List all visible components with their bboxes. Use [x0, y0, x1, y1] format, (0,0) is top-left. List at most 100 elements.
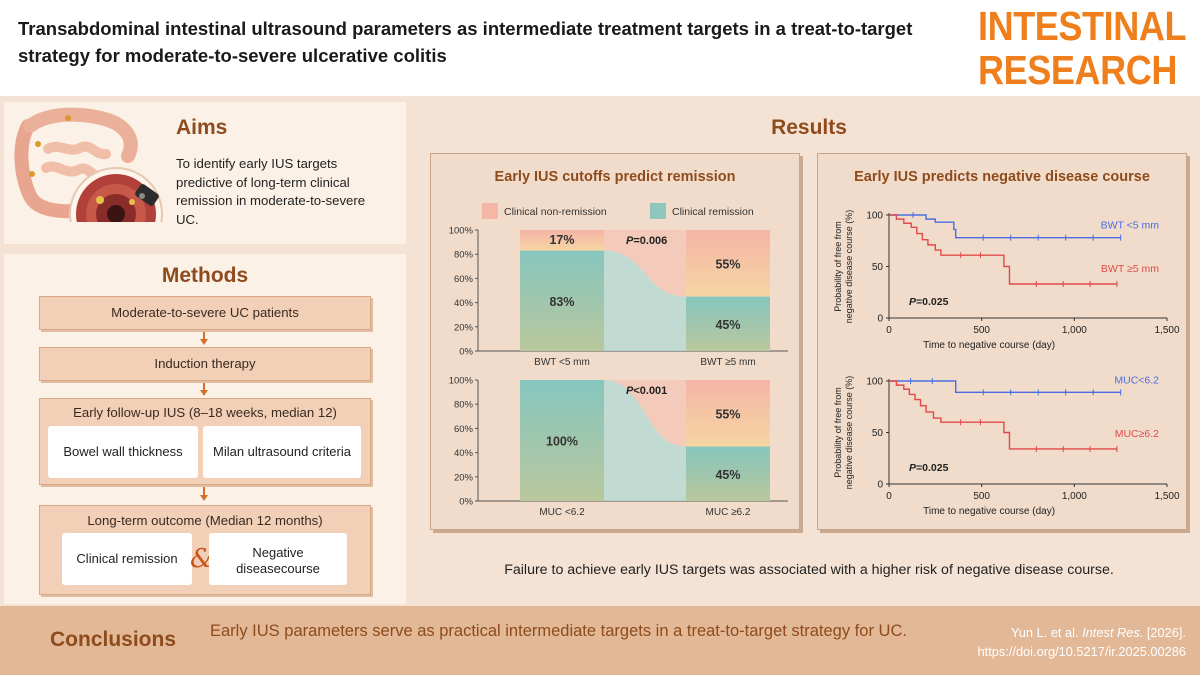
citation-doi[interactable]: https://doi.org/10.5217/ir.2025.00286: [977, 644, 1186, 659]
p-symbol: P: [626, 235, 634, 247]
bar-label-remission: 83%: [549, 295, 574, 309]
bar-non-remission: [520, 230, 604, 251]
bar-connector-non-remission: [604, 380, 686, 447]
conclusions-heading: Conclusions: [50, 628, 177, 651]
bar-y-tick-label: 20%: [454, 322, 474, 333]
bar-connector-remission: [604, 250, 686, 351]
bar-y-tick-label: 80%: [454, 400, 474, 411]
method-step-patients: Moderate-to-severe UC patients: [39, 296, 371, 330]
bar-y-tick-label: 40%: [454, 298, 474, 309]
results-heading: Results: [771, 116, 847, 139]
arrow-2-head: [200, 390, 208, 396]
citation-line-1: Yun L. et al. Intest Res. [2026].: [978, 623, 1186, 642]
bar-label-remission: 100%: [546, 435, 578, 449]
bar-non-remission: [686, 380, 770, 447]
arrow-2: [203, 383, 205, 391]
km-x-tick-label: 500: [973, 491, 990, 502]
remission-chart-title: Early IUS cutoffs predict remission: [494, 169, 736, 185]
p-number: <0.001: [633, 385, 667, 397]
negative-course-line-2: diseasecourse: [236, 561, 320, 576]
bar-remission: [686, 446, 770, 501]
km-series-label: BWT ≥5 mm: [1101, 263, 1159, 275]
method-step-outcome-label: Long-term outcome (Median 12 months): [87, 513, 323, 528]
bar-label-non-remission: 55%: [715, 257, 740, 271]
km-y-tick-label: 50: [872, 262, 884, 273]
journal-logo: INTESTINAL RESEARCH: [978, 3, 1187, 93]
km-x-tick-label: 1,500: [1154, 325, 1179, 336]
milan-criteria-box: Milan ultrasound criteria: [203, 426, 361, 478]
km-y-tick-label: 0: [877, 314, 883, 325]
method-step-followup-label: Early follow-up IUS (8–18 weeks, median …: [73, 405, 337, 420]
km-chart-title: Early IUS predicts negative disease cour…: [854, 169, 1150, 185]
intestine-illustration: [14, 107, 163, 222]
negative-course-line-1: Negative: [252, 545, 304, 560]
arrow-3-head: [200, 495, 208, 501]
bar-y-tick-label: 100%: [449, 226, 474, 237]
citation-year: [2026].: [1143, 625, 1186, 640]
km-x-tick-label: 0: [886, 491, 892, 502]
bar-remission: [686, 296, 770, 351]
bar-label-remission: 45%: [715, 468, 740, 482]
p-number: =0.006: [633, 235, 667, 247]
arrow-3: [203, 487, 205, 496]
p-symbol: P: [909, 296, 917, 308]
page-title: Transabdominal intestinal ultrasound par…: [18, 18, 913, 66]
bar-y-tick-label: 40%: [454, 448, 474, 459]
bar-non-remission: [686, 230, 770, 297]
method-step-induction-label: Induction therapy: [154, 356, 256, 371]
bar-p-value: P<0.001: [626, 385, 667, 397]
km-y-tick-label: 50: [872, 428, 884, 439]
km-x-tick-label: 1,500: [1154, 491, 1179, 502]
logo-line-2: RESEARCH: [978, 47, 1177, 93]
km-x-tick-label: 1,000: [1062, 491, 1087, 502]
km-curve-0: [889, 214, 1121, 239]
p-number: =0.025: [916, 462, 949, 474]
km-x-tick-label: 0: [886, 325, 892, 336]
conclusions-text: Early IUS parameters serve as practical …: [210, 622, 907, 640]
bar-category-label: MUC <6.2: [539, 507, 585, 518]
km-y-axis-label-2: negative disease course (%): [844, 376, 854, 490]
bar-y-tick-label: 100%: [449, 376, 474, 387]
bar-connector-remission: [604, 380, 686, 501]
bar-category-label: BWT ≥5 mm: [700, 357, 755, 368]
bar-p-value: P=0.006: [626, 235, 667, 247]
legend-label-non-remission: Clinical non-remission: [504, 206, 607, 218]
km-y-tick-label: 100: [866, 211, 883, 222]
bar-y-tick-label: 20%: [454, 472, 474, 483]
bar-label-remission: 45%: [715, 318, 740, 332]
bar-category-label: MUC ≥6.2: [706, 507, 751, 518]
km-y-axis-label-2: negative disease course (%): [844, 210, 854, 324]
km-x-axis-label: Time to negative course (day): [923, 340, 1055, 351]
method-step-induction: Induction therapy: [39, 347, 371, 381]
ampersand: &: [190, 544, 214, 574]
km-curve-1: [889, 214, 1117, 285]
bowel-wall-thickness-box: Bowel wall thickness: [48, 426, 198, 478]
km-curve-0: [889, 380, 1121, 394]
p-symbol: P: [626, 385, 634, 397]
bar-remission: [520, 250, 604, 351]
methods-heading: Methods: [161, 264, 249, 287]
bar-y-tick-label: 60%: [454, 424, 474, 435]
conclusions-bar: [0, 606, 1200, 675]
logo-line-1: INTESTINAL: [978, 3, 1187, 49]
aims-heading: Aims: [176, 116, 228, 139]
bar-y-tick-label: 0%: [459, 347, 473, 358]
bar-category-label: BWT <5 mm: [534, 357, 590, 368]
arrow-1: [203, 332, 205, 340]
km-series-label: MUC<6.2: [1114, 374, 1159, 386]
km-x-tick-label: 500: [973, 325, 990, 336]
km-y-axis-label-1: Probability of free from: [833, 221, 843, 312]
citation-authors: Yun L. et al.: [1010, 625, 1083, 640]
km-p-value: P=0.025: [909, 296, 949, 308]
km-chart-panel: [817, 153, 1187, 530]
km-p-value: P=0.025: [909, 462, 949, 474]
p-number: =0.025: [916, 296, 949, 308]
clinical-remission-box: Clinical remission: [62, 533, 192, 585]
citation: Yun L. et al. Intest Res. [2026]. https:…: [978, 623, 1186, 661]
km-y-tick-label: 0: [877, 480, 883, 491]
legend-swatch-remission: [650, 203, 666, 219]
bar-label-non-remission: 17%: [549, 233, 574, 247]
